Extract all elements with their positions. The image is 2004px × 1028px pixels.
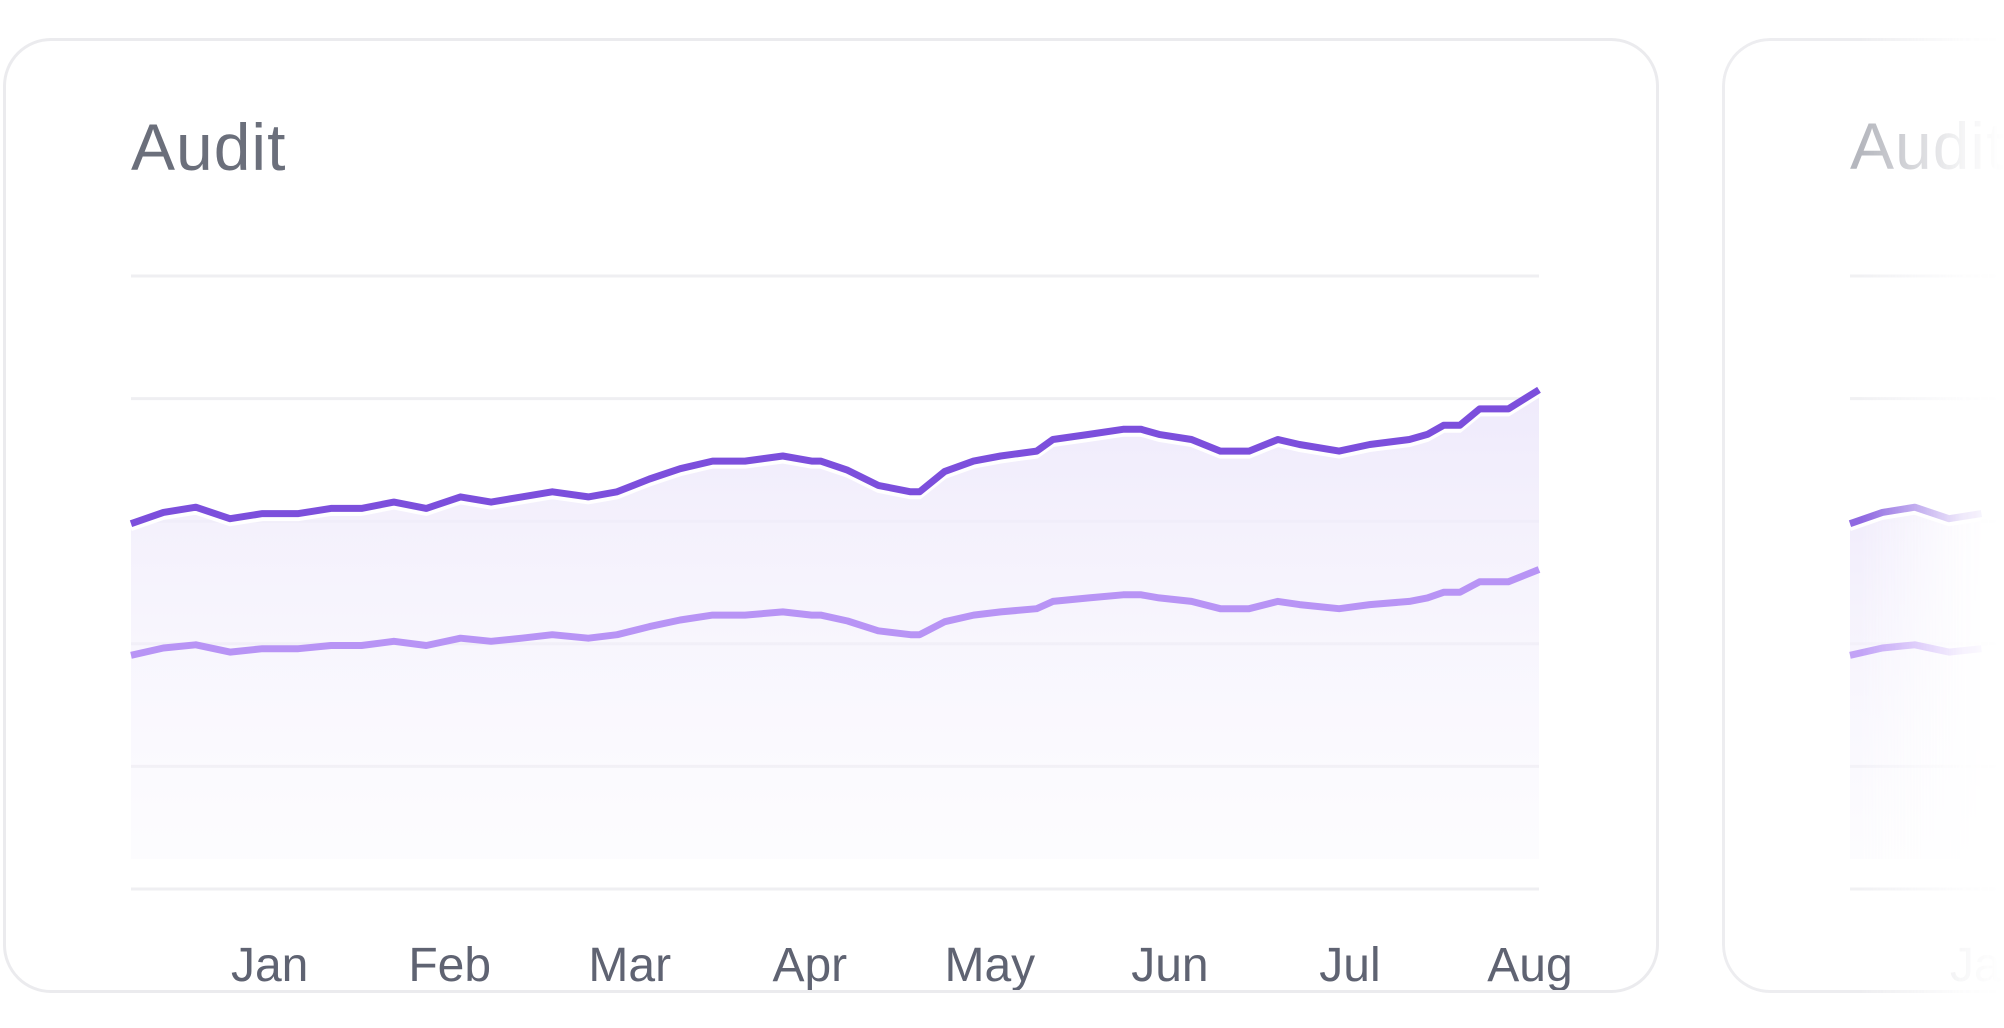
audit-chart-card: Audit Jan Feb Mar Apr May Jun Jul Aug [3, 38, 1659, 993]
series-line-primary [1848, 503, 1982, 528]
x-tick-label: Jun [1131, 939, 1208, 990]
line-chart-partial: Audit Jan [1848, 109, 2004, 990]
x-tick-label: Mar [588, 939, 671, 990]
line-chart: Jan Feb Mar Apr May Jun Jul Aug [129, 274, 1573, 990]
chart-title: Audit [1850, 109, 2004, 183]
series-halo-0 [130, 392, 1541, 532]
chart-title: Audit [131, 110, 287, 184]
x-tick-label: Feb [408, 939, 491, 990]
x-tick-label: Aug [1487, 939, 1572, 990]
series-line-primary [129, 386, 1541, 528]
x-tick-label: Jan [231, 939, 308, 990]
series-line-secondary [130, 566, 1541, 659]
series-area-0 [131, 389, 1539, 859]
series-halo-0 [1849, 509, 1982, 532]
series-area-0 [1850, 507, 1982, 859]
x-tick-label: Apr [772, 939, 847, 990]
series-line-secondary [1849, 641, 1982, 659]
x-tick-label: Jul [1319, 939, 1380, 990]
audit-chart-card-next[interactable]: Audit Jan [1722, 38, 2004, 993]
x-tick-label: Jan [1950, 939, 2004, 990]
x-tick-label: May [945, 939, 1036, 990]
